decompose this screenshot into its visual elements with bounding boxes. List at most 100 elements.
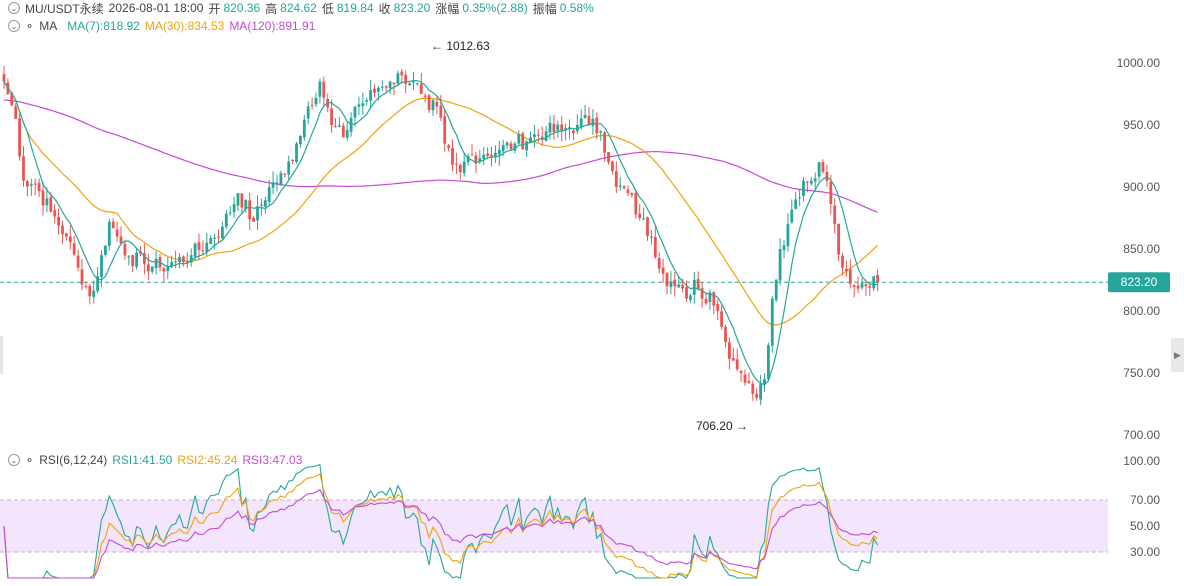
candle-body xyxy=(529,137,532,143)
high-label: 高 xyxy=(265,1,278,16)
candle-body xyxy=(735,359,739,370)
candle-body xyxy=(478,158,482,162)
rsi2-line xyxy=(3,473,878,579)
rsi-indicator-name[interactable]: RSI(6,12,24) xyxy=(39,453,108,467)
candle-body xyxy=(603,132,606,153)
high-value: 824.62 xyxy=(280,1,317,15)
ma7-line xyxy=(3,79,878,386)
candle-body xyxy=(809,180,813,184)
candle-body xyxy=(661,267,665,274)
candle-body xyxy=(423,95,427,97)
candle-body xyxy=(708,292,712,303)
candle-body xyxy=(182,256,185,263)
bell-icon[interactable]: ⚬ xyxy=(25,20,35,33)
candle-body xyxy=(275,182,279,184)
candle-body xyxy=(650,236,653,238)
candle-body xyxy=(451,147,454,165)
candle-body xyxy=(685,287,688,299)
ma120-line xyxy=(3,99,878,213)
candle-body xyxy=(829,181,833,204)
price-tick-label: 1000.00 xyxy=(1117,56,1161,70)
candle-body xyxy=(720,311,723,327)
last-price-label: 823.20 xyxy=(1121,275,1158,289)
rsi1-value: RSI1:41.50 xyxy=(112,453,173,467)
candle-body xyxy=(61,225,64,235)
candle-body xyxy=(572,130,575,134)
candle-body xyxy=(49,197,53,212)
candle-body xyxy=(677,284,681,288)
candle-body xyxy=(221,226,224,239)
candle-body xyxy=(864,284,868,287)
candle-body xyxy=(135,252,138,267)
candle-body xyxy=(88,286,92,297)
candle-body xyxy=(18,118,21,157)
candle-body xyxy=(794,199,798,209)
candle-body xyxy=(837,223,840,255)
candle-body xyxy=(322,81,326,98)
candle-body xyxy=(431,100,435,111)
chevron-down-icon[interactable]: ⌄ xyxy=(8,454,20,466)
candle-body xyxy=(37,183,41,192)
right-expand-handle[interactable]: ▶ xyxy=(1171,338,1184,372)
candle-body xyxy=(856,285,860,289)
candle-body xyxy=(611,161,614,172)
candle-body xyxy=(189,255,193,263)
bell-icon[interactable]: ⚬ xyxy=(25,454,35,467)
candle-body xyxy=(263,200,267,207)
candle-body xyxy=(806,181,809,183)
candle-body xyxy=(68,236,72,243)
candle-body xyxy=(380,86,384,88)
candle-body xyxy=(256,206,259,221)
candle-body xyxy=(10,92,14,106)
high-price-marker: ← 1012.63 xyxy=(431,39,490,53)
candle-body xyxy=(774,279,778,300)
candle-body xyxy=(357,104,361,107)
candle-body xyxy=(361,103,365,106)
left-scroll-handle[interactable] xyxy=(0,336,3,374)
candle-body xyxy=(673,279,677,287)
chevron-down-icon[interactable]: ⌄ xyxy=(8,20,20,32)
candle-body xyxy=(150,266,154,272)
candle-body xyxy=(419,83,423,94)
ma-indicator-name[interactable]: MA xyxy=(39,19,58,33)
candle-body xyxy=(314,97,318,105)
candle-body xyxy=(833,205,837,225)
ma-legend: ⌄ ⚬ MA MA(7):818.92 MA(30):834.53 MA(120… xyxy=(8,18,320,34)
open-value: 820.36 xyxy=(223,1,261,15)
candle-body xyxy=(533,134,536,138)
candle-body xyxy=(127,256,131,258)
price-tick-label: 850.00 xyxy=(1123,242,1160,256)
candle-body xyxy=(509,143,513,150)
candle-body xyxy=(798,197,801,199)
candle-body xyxy=(759,383,762,400)
candle-body xyxy=(548,122,552,133)
candle-body xyxy=(119,236,123,244)
candle-body xyxy=(427,95,431,111)
candle-body xyxy=(295,143,298,162)
candle-body xyxy=(482,154,486,159)
candle-body xyxy=(501,145,505,152)
candle-body xyxy=(755,393,759,398)
candle-body xyxy=(591,118,595,126)
rsi-tick-label: 70.00 xyxy=(1130,493,1160,507)
candle-body xyxy=(494,152,497,157)
candle-body xyxy=(712,292,716,306)
candle-body xyxy=(731,357,735,361)
candle-body xyxy=(341,125,345,138)
amplitude-value: 0.58% xyxy=(559,1,594,15)
candle-body xyxy=(626,189,630,194)
low-price-marker: 706.20 → xyxy=(696,419,748,433)
candle-body xyxy=(802,180,805,196)
candle-body xyxy=(689,295,692,300)
candle-body xyxy=(770,298,774,346)
candle-body xyxy=(396,73,400,84)
change-value: 0.35%(2.88) xyxy=(462,1,528,15)
candle-body xyxy=(696,279,700,290)
symbol-name[interactable]: MU/USDT永续 xyxy=(25,1,104,16)
candle-body xyxy=(497,149,501,155)
chevron-down-icon[interactable]: ⌄ xyxy=(8,2,20,14)
candle-body xyxy=(439,105,443,118)
candle-body xyxy=(490,154,493,158)
amplitude-label: 振幅 xyxy=(532,1,557,16)
